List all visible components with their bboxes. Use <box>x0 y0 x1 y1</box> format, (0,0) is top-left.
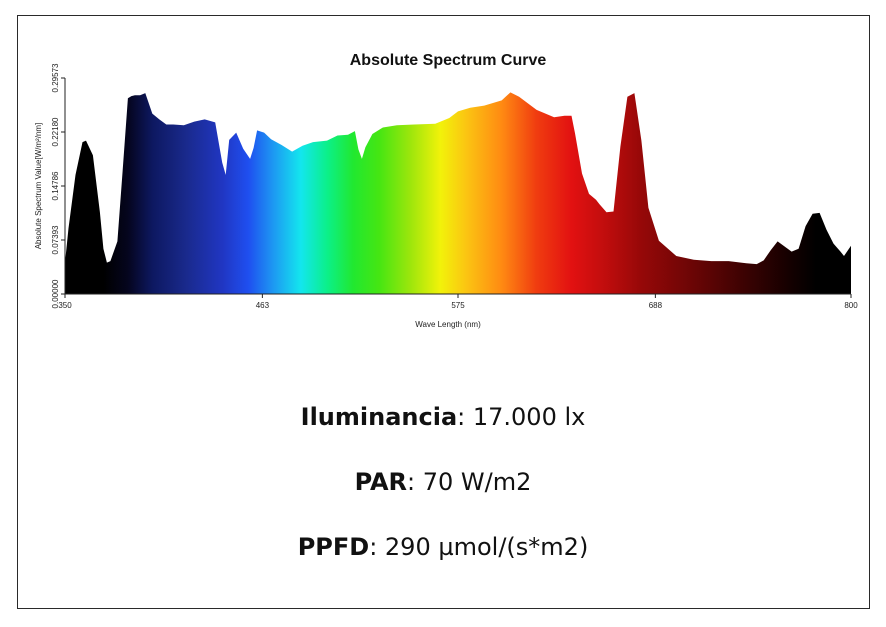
y-axis-ticks: 0.00000 0.07393 0.14786 0.22180 0.29573 <box>51 63 65 308</box>
y-axis-label: Absolute Spectrum Value[W/m²/nm] <box>34 123 43 250</box>
plot-area <box>65 92 851 295</box>
illuminance-line: Iluminancia: 17.000 lx <box>0 403 886 431</box>
y-tick-label: 0.14786 <box>51 171 60 200</box>
ppfd-value: : 290 µmol/(s*m2) <box>369 533 589 561</box>
x-tick-label: 463 <box>256 301 270 310</box>
y-tick-label: 0.07393 <box>51 225 60 254</box>
y-tick-label: 0.29573 <box>51 63 60 92</box>
par-label: PAR <box>354 468 408 496</box>
par-line: PAR: 70 W/m2 <box>0 468 886 496</box>
x-tick-label: 350 <box>58 301 72 310</box>
par-value: : 70 W/m2 <box>407 468 532 496</box>
spectrum-area <box>65 92 851 295</box>
ppfd-label: PPFD <box>297 533 370 561</box>
x-axis-label: Wave Length (nm) <box>415 320 481 329</box>
spectrum-chart: Absolute Spectrum Curve 350 463 575 688 800 … <box>34 52 858 329</box>
x-axis-ticks: 350 463 575 688 800 <box>58 294 858 310</box>
ppfd-line: PPFD: 290 µmol/(s*m2) <box>0 533 886 561</box>
x-tick-label: 688 <box>649 301 663 310</box>
figure-frame: Absolute Spectrum Curve 350 463 575 688 800 … <box>17 15 870 609</box>
illuminance-value: : 17.000 lx <box>457 403 586 431</box>
x-tick-label: 800 <box>844 301 858 310</box>
x-tick-label: 575 <box>451 301 465 310</box>
chart-title: Absolute Spectrum Curve <box>350 52 547 69</box>
y-tick-label: 0.00000 <box>51 279 60 308</box>
illuminance-label: Iluminancia <box>300 403 458 431</box>
y-tick-label: 0.22180 <box>51 117 60 146</box>
